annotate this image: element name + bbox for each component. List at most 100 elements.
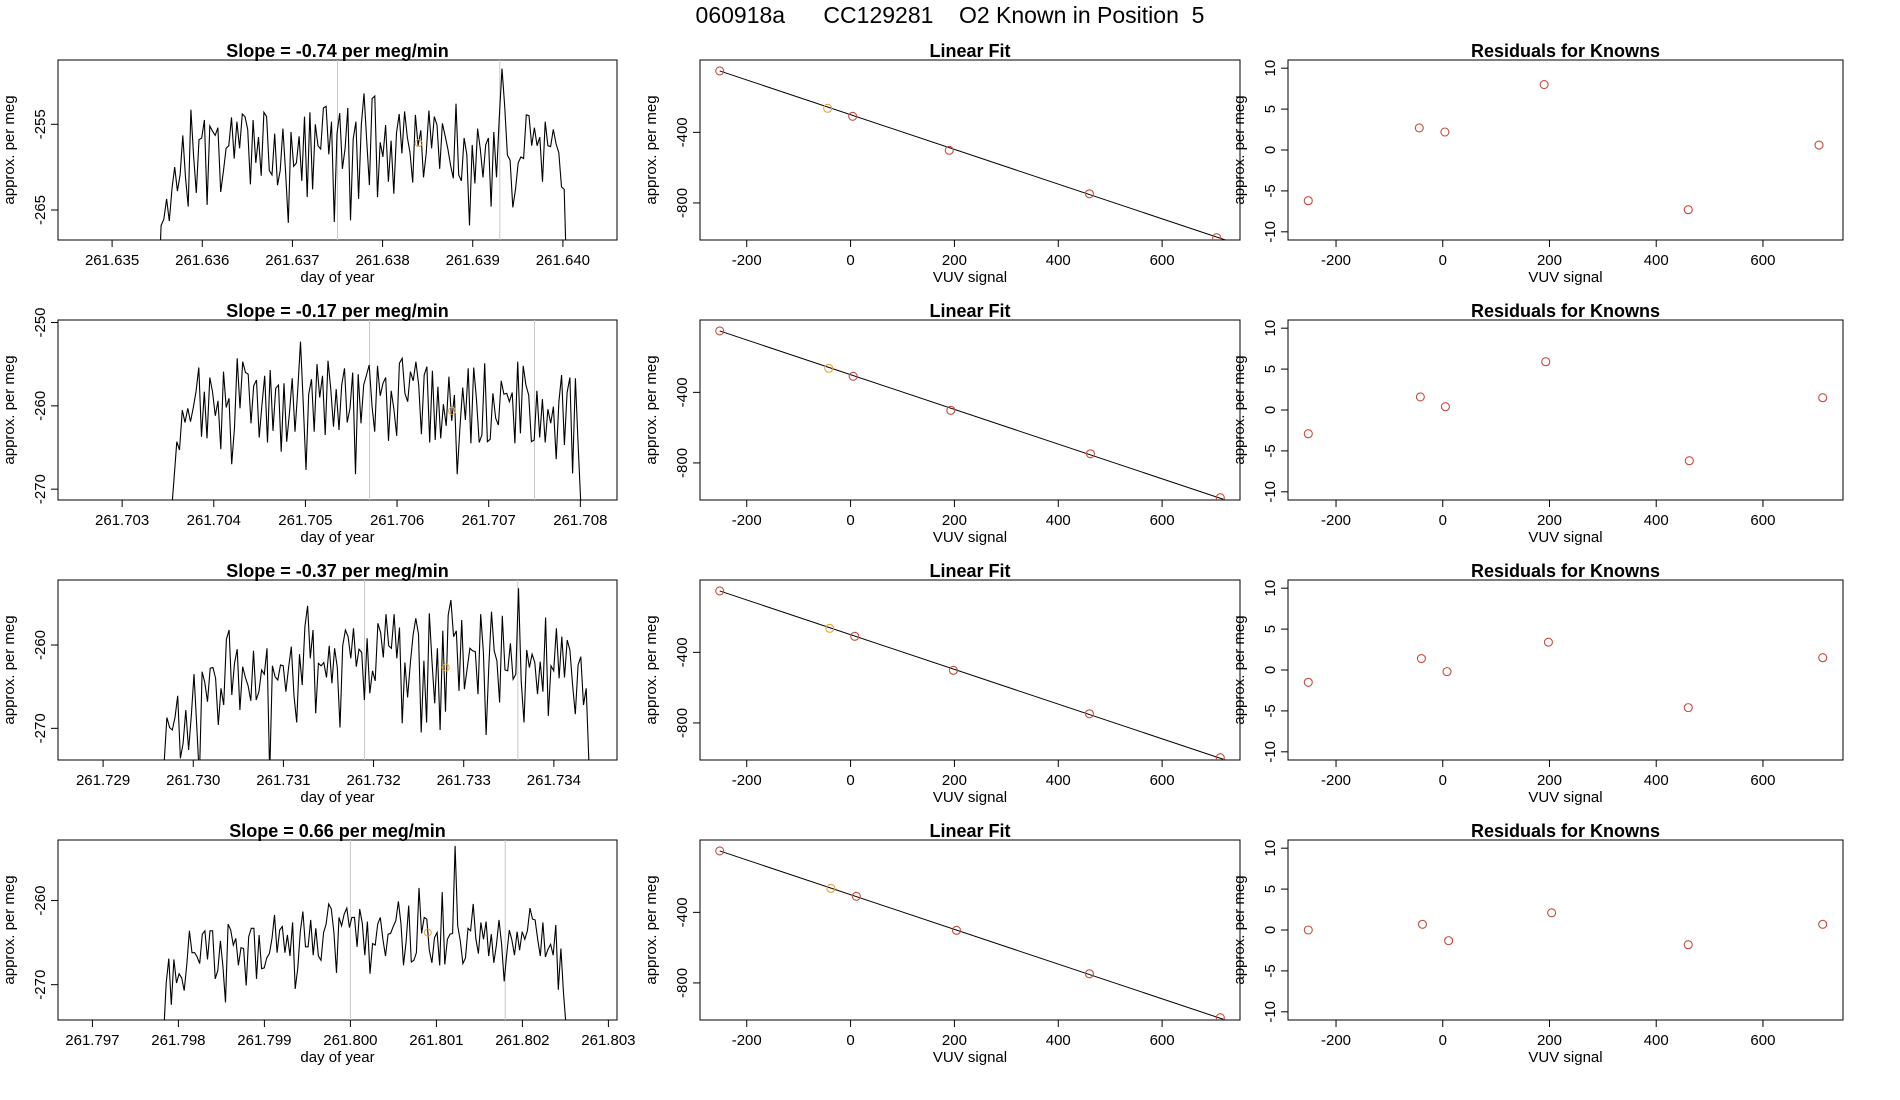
panel-title: Residuals for Knowns <box>1471 41 1660 61</box>
x-tick-label: -200 <box>1321 772 1351 789</box>
data-point <box>1683 940 1693 950</box>
y-tick-label: 10 <box>1262 580 1279 597</box>
x-tick-label: 600 <box>1750 512 1775 529</box>
known-data-point <box>824 363 834 373</box>
plot-area <box>1303 637 1828 713</box>
panel-title: Linear Fit <box>929 561 1010 581</box>
data-point <box>1215 493 1225 500</box>
y-tick-label: -255 <box>32 109 49 139</box>
y-tick-label: -260 <box>32 391 49 421</box>
x-tick-label: 400 <box>1046 252 1071 269</box>
y-tick-label: -5 <box>1262 184 1279 197</box>
x-tick-label: 261.730 <box>166 772 220 789</box>
data-point <box>948 665 958 675</box>
x-tick-label: 600 <box>1750 252 1775 269</box>
data-point <box>1539 79 1549 90</box>
x-tick-label: 261.635 <box>85 252 139 269</box>
x-tick-label: 600 <box>1150 512 1175 529</box>
plot-frame <box>57 319 618 501</box>
x-tick-label: 261.708 <box>553 512 607 529</box>
data-point <box>715 66 725 76</box>
y-tick-label: -270 <box>32 970 49 1000</box>
x-axis-label: VUV signal <box>1528 269 1602 286</box>
panel-fit1: Linear Fit -200 0 200 400 600 VUV signal -800 -4… <box>643 41 1241 286</box>
x-axis-label: VUV signal <box>933 269 1007 286</box>
plot-frame <box>1287 59 1844 241</box>
y-axis-label: approx. per meg <box>1231 875 1248 984</box>
data-point <box>1215 1013 1225 1020</box>
panel-ts4: Slope = 0.66 per meg/min 261.797 261.798 26… <box>1 821 636 1066</box>
x-axis-label: VUV signal <box>1528 529 1602 546</box>
panel-fit4: Linear Fit -200 0 200 400 600 VUV signal -800 -4… <box>643 821 1241 1066</box>
x-tick-label: -200 <box>1321 512 1351 529</box>
fit-line <box>719 590 1226 760</box>
plot-frame <box>699 319 1241 501</box>
x-tick-label: 261.638 <box>355 252 409 269</box>
data-point <box>1084 189 1094 199</box>
y-axis-label: approx. per meg <box>1231 95 1248 204</box>
data-point <box>946 405 956 415</box>
data-point <box>1444 936 1454 946</box>
y-tick-label: 5 <box>1262 105 1279 113</box>
x-tick-label: 261.802 <box>495 1032 549 1049</box>
x-axis-label: VUV signal <box>1528 1049 1602 1066</box>
known-marker-point <box>414 139 423 148</box>
x-tick-label: 600 <box>1150 252 1175 269</box>
data-point <box>1303 429 1313 439</box>
data-point <box>1818 653 1828 663</box>
data-point <box>1818 919 1828 929</box>
y-axis-label: approx. per meg <box>643 615 660 724</box>
x-tick-label: 200 <box>942 772 967 789</box>
y-tick-label: -800 <box>674 708 691 738</box>
x-tick-label: 0 <box>846 772 854 789</box>
x-tick-label: 200 <box>1537 252 1562 269</box>
plot-frame <box>57 839 618 1021</box>
y-axis-label: approx. per meg <box>1231 355 1248 464</box>
data-point <box>1084 969 1094 979</box>
series-line <box>163 588 590 760</box>
data-point <box>1442 667 1452 677</box>
x-tick-label: -200 <box>1321 252 1351 269</box>
plot-area <box>715 66 1226 240</box>
plot-area <box>1303 357 1828 466</box>
data-point <box>944 145 954 155</box>
y-tick-label: 5 <box>1262 625 1279 633</box>
x-tick-label: 0 <box>1439 772 1447 789</box>
y-tick-label: 0 <box>1262 406 1279 414</box>
y-axis-label: approx. per meg <box>643 355 660 464</box>
x-tick-label: 261.731 <box>256 772 310 789</box>
data-point <box>1303 677 1313 687</box>
known-data-point <box>825 623 835 633</box>
data-point <box>1814 140 1824 150</box>
y-tick-label: 10 <box>1262 60 1279 77</box>
panel-title: Linear Fit <box>929 301 1010 321</box>
x-tick-label: 261.639 <box>446 252 500 269</box>
data-point <box>715 846 725 856</box>
x-tick-label: 400 <box>1644 512 1669 529</box>
data-point <box>1303 925 1313 935</box>
data-point <box>1215 753 1225 760</box>
plot-area <box>163 580 590 760</box>
plot-area <box>715 586 1226 760</box>
known-data-point <box>823 103 833 113</box>
data-point <box>1547 908 1557 918</box>
x-tick-label: 600 <box>1150 1032 1175 1049</box>
y-tick-label: 0 <box>1262 146 1279 154</box>
y-tick-label: -800 <box>674 188 691 218</box>
data-point <box>951 925 962 935</box>
x-axis-label: day of year <box>300 789 374 806</box>
y-tick-label: -265 <box>32 195 49 225</box>
x-tick-label: 0 <box>1439 252 1447 269</box>
panel-res4: Residuals for Knowns -200 0 200 400 600 VUV si… <box>1231 821 1844 1066</box>
data-point <box>1084 709 1094 719</box>
panel-ts3: Slope = -0.37 per meg/min 261.729 261.730 2… <box>1 561 618 806</box>
data-point <box>1440 127 1450 137</box>
y-tick-label: -250 <box>32 307 49 337</box>
data-point <box>1543 637 1553 647</box>
data-point <box>1417 919 1428 929</box>
y-tick-label: -10 <box>1262 221 1279 243</box>
plot-area <box>171 320 582 500</box>
series-line <box>171 341 582 500</box>
x-tick-label: 261.732 <box>346 772 400 789</box>
